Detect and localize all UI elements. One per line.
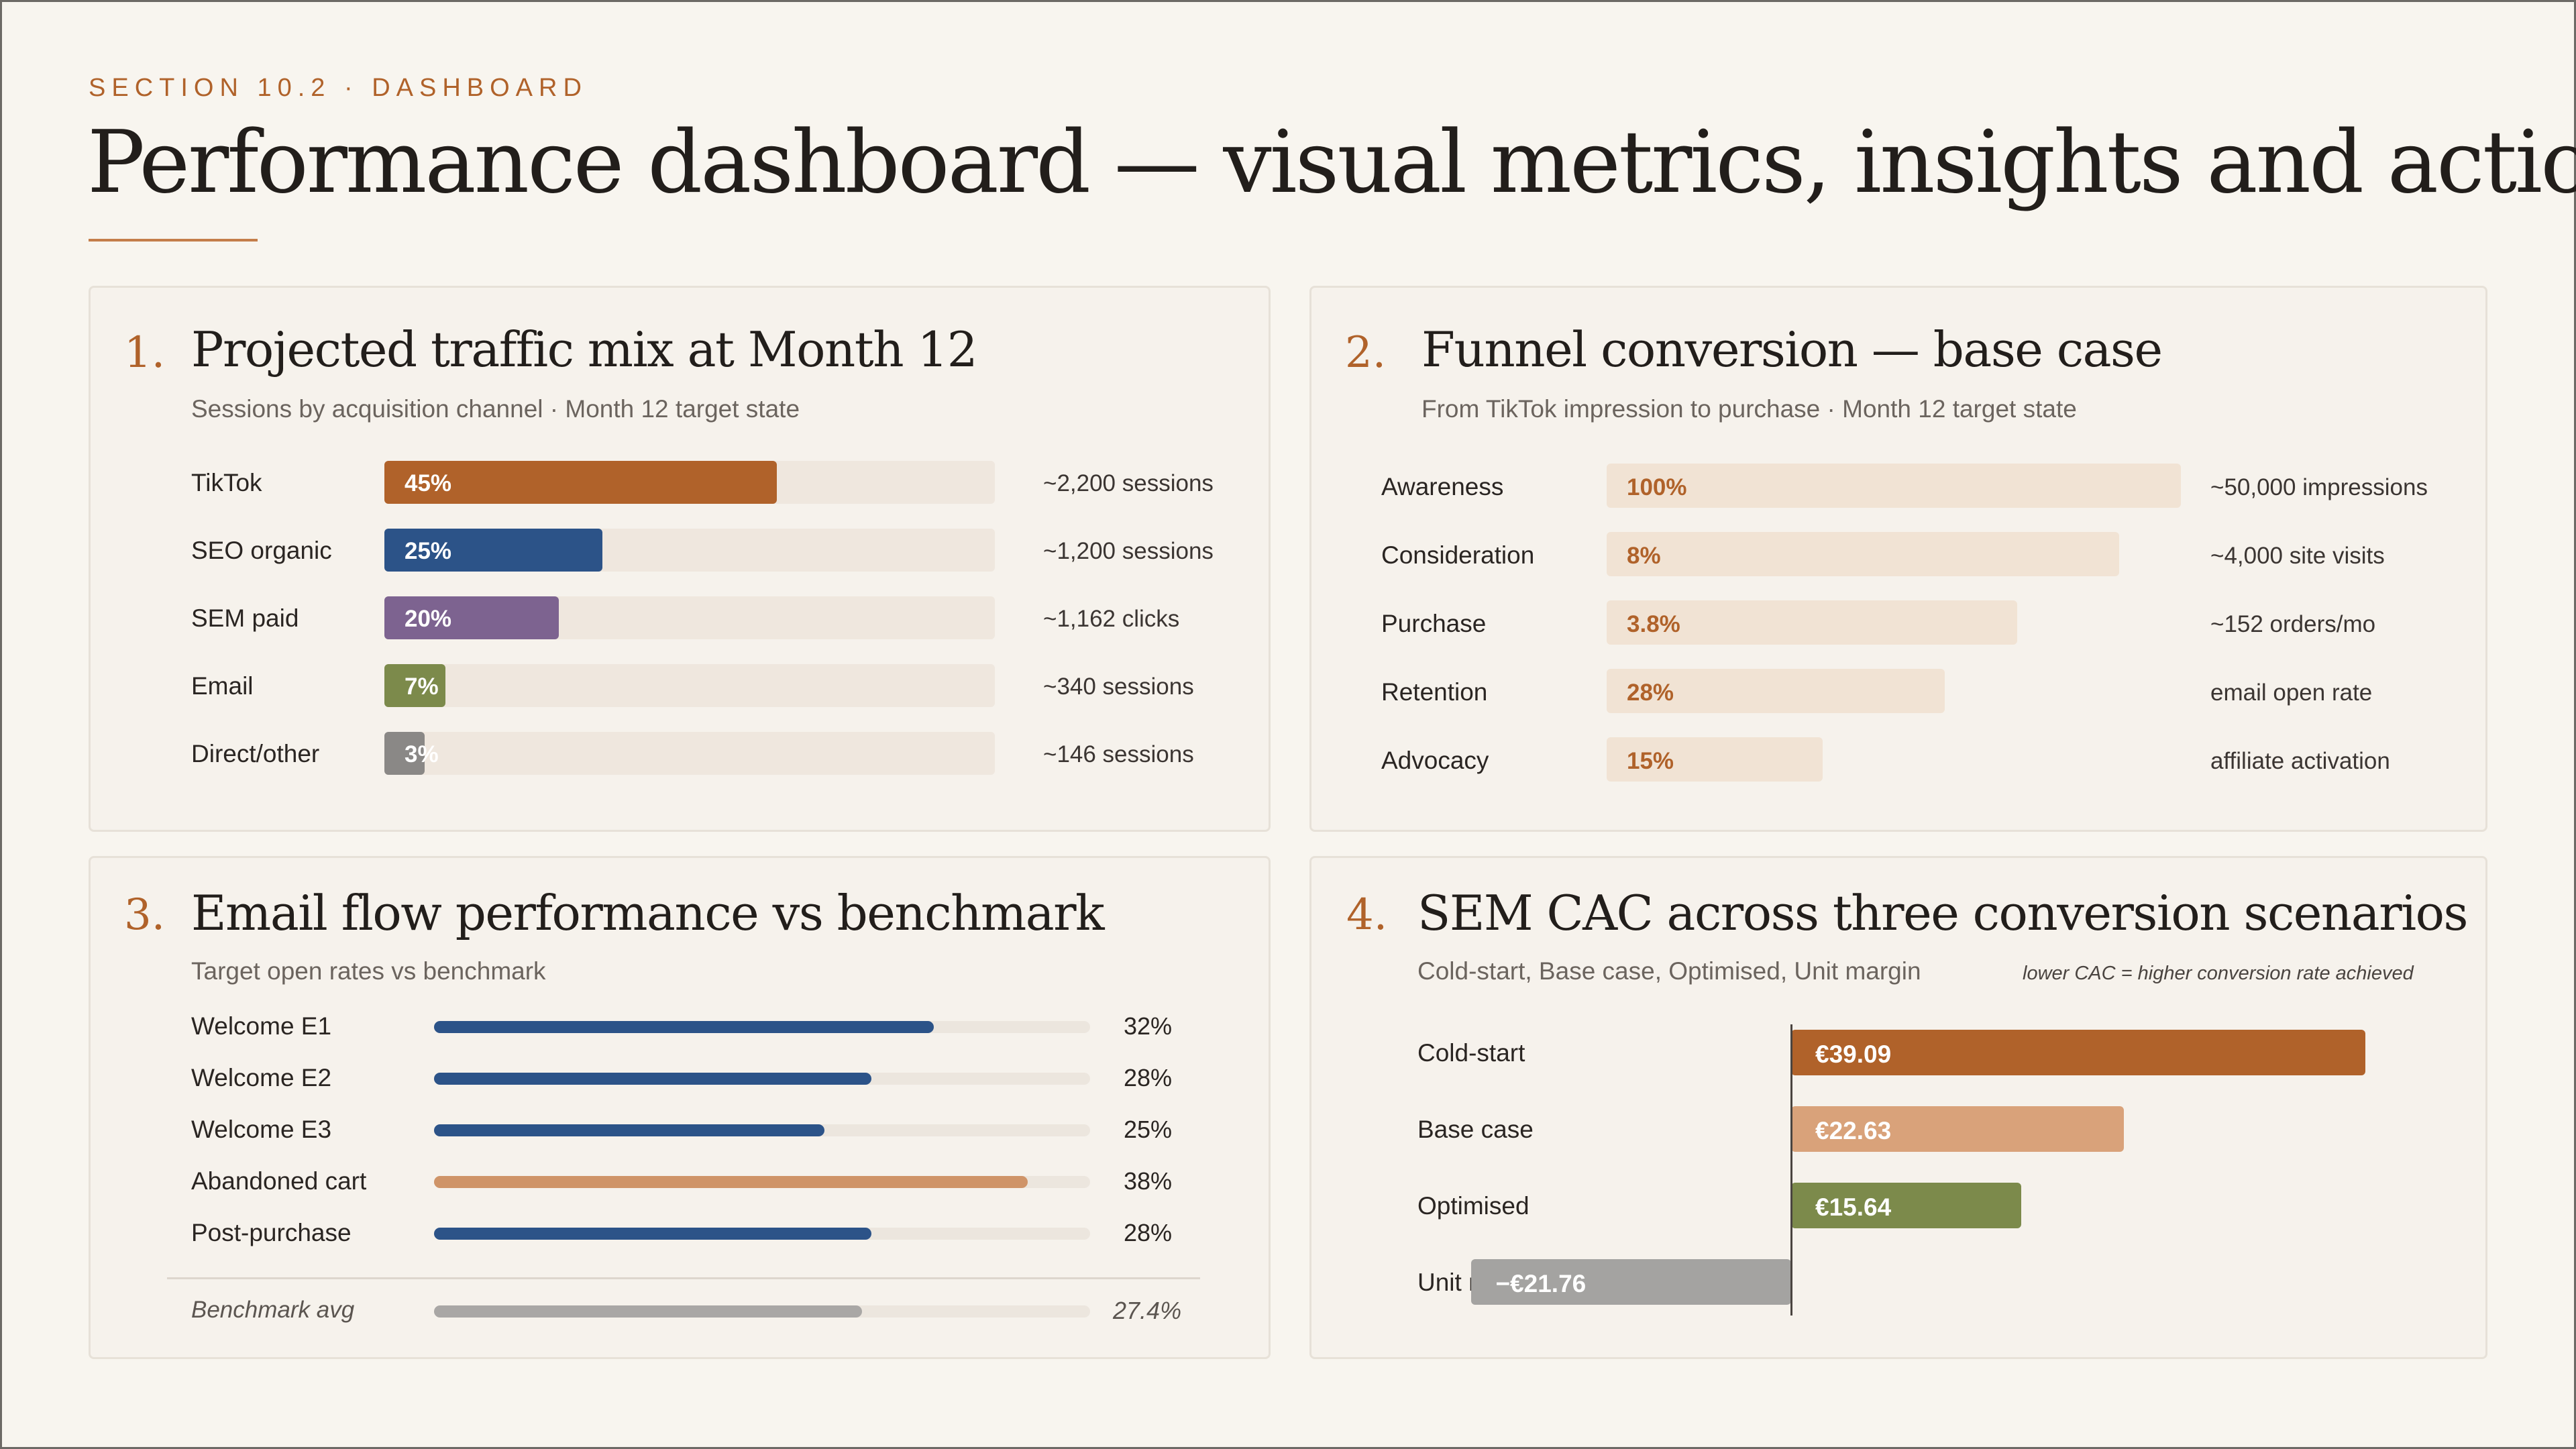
funnel-value-label: 8%: [1627, 543, 1661, 569]
flow-label: Welcome E1: [191, 1012, 332, 1040]
stage-label: Awareness: [1381, 473, 1504, 500]
stage-label: Consideration: [1381, 541, 1535, 569]
bar-value-label: 45%: [405, 470, 452, 496]
bar-value-label: 7%: [405, 674, 439, 700]
benchmark-bar: [434, 1305, 863, 1318]
bar-track: [384, 732, 995, 775]
stage-annotation: email open rate: [2210, 680, 2373, 706]
title-underline: [89, 239, 258, 241]
chart-note: lower CAC = higher conversion rate achie…: [2023, 963, 2414, 984]
stage-annotation: ~50,000 impressions: [2210, 474, 2428, 500]
funnel-value-label: 100%: [1627, 474, 1687, 500]
flow-label: Abandoned cart: [191, 1167, 367, 1195]
funnel-bar: [1607, 737, 1823, 782]
open-rate-bar: [434, 1176, 1028, 1188]
benchmark-divider: [167, 1277, 1200, 1279]
open-rate-value: 25%: [1124, 1116, 1173, 1143]
scenario-label: Optimised: [1417, 1192, 1529, 1220]
cac-value-label: €15.64: [1815, 1193, 1892, 1221]
panel-title: Email flow performance vs benchmark: [191, 885, 1105, 941]
bar-annotation: ~146 sessions: [1043, 741, 1194, 767]
cac-bar: [1791, 1106, 2124, 1152]
bar-annotation: ~1,162 clicks: [1043, 606, 1180, 632]
traffic-mix-panel: 1. Projected traffic mix at Month 12 Ses…: [89, 286, 1271, 832]
scenario-label: Base case: [1417, 1116, 1534, 1143]
cac-value-label: −€21.76: [1495, 1270, 1587, 1297]
stage-label: Retention: [1381, 678, 1488, 706]
stage-annotation: affiliate activation: [2210, 748, 2390, 774]
open-rate-value: 28%: [1124, 1219, 1173, 1246]
email-flow-panel: 3. Email flow performance vs benchmark T…: [89, 856, 1271, 1359]
bar-track: [384, 664, 995, 707]
funnel-bar: [1607, 532, 2119, 576]
open-rate-value: 32%: [1124, 1012, 1173, 1040]
bar-annotation: ~2,200 sessions: [1043, 470, 1214, 496]
bar: [384, 529, 602, 572]
category-label: SEM paid: [191, 604, 299, 632]
flow-label: Welcome E3: [191, 1116, 332, 1143]
panel-number: 3.: [124, 890, 166, 940]
bar-value-label: 20%: [405, 606, 452, 632]
open-rate-bar: [434, 1073, 871, 1085]
open-rate-value: 38%: [1124, 1167, 1173, 1195]
panel-number: 2.: [1345, 328, 1387, 378]
zero-axis: [1790, 1024, 1792, 1316]
benchmark-label: Benchmark avg: [191, 1297, 355, 1323]
bar: [384, 461, 777, 504]
cac-bar: [1471, 1259, 1791, 1305]
stage-annotation: ~152 orders/mo: [2210, 611, 2376, 637]
funnel-bar: [1607, 464, 2181, 508]
open-rate-bar: [434, 1021, 934, 1033]
open-rate-bar: [434, 1228, 871, 1240]
bar-value-label: 25%: [405, 538, 452, 564]
stage-label: Purchase: [1381, 610, 1487, 637]
cac-bar: [1791, 1030, 2366, 1075]
cac-value-label: €22.63: [1815, 1117, 1892, 1144]
category-label: SEO organic: [191, 537, 332, 564]
panel-subtitle: Cold-start, Base case, Optimised, Unit m…: [1417, 957, 1921, 985]
bar: [384, 732, 425, 775]
panel-title: Funnel conversion — base case: [1421, 321, 2163, 378]
category-label: Direct/other: [191, 740, 320, 767]
open-rate-value: 28%: [1124, 1064, 1173, 1091]
panel-number: 1.: [124, 328, 166, 378]
bar-annotation: ~1,200 sessions: [1043, 538, 1214, 564]
funnel-value-label: 3.8%: [1627, 611, 1680, 637]
panel-subtitle: Target open rates vs benchmark: [191, 957, 546, 985]
funnel-value-label: 28%: [1627, 680, 1674, 706]
bar-annotation: ~340 sessions: [1043, 674, 1194, 700]
flow-label: Post-purchase: [191, 1219, 352, 1246]
scenario-label: Cold-start: [1417, 1039, 1525, 1067]
category-label: TikTok: [191, 469, 262, 496]
category-label: Email: [191, 672, 254, 700]
panel-subtitle: From TikTok impression to purchase · Mon…: [1421, 395, 2077, 423]
section-label: SECTION 10.2 · DASHBOARD: [89, 74, 588, 102]
flow-label: Welcome E2: [191, 1064, 332, 1091]
panel-number: 4.: [1346, 890, 1388, 940]
funnel-bar: [1607, 669, 1945, 713]
panel-title: SEM CAC across three conversion scenario…: [1417, 885, 2468, 941]
bar-value-label: 3%: [405, 741, 439, 767]
cac-value-label: €39.09: [1815, 1040, 1892, 1068]
panel-title: Projected traffic mix at Month 12: [191, 321, 978, 378]
cac-bar: [1791, 1183, 2021, 1228]
open-rate-bar: [434, 1124, 825, 1136]
funnel-panel: 2. Funnel conversion — base case From Ti…: [1309, 286, 2487, 832]
bar: [384, 596, 559, 639]
bar: [384, 664, 445, 707]
benchmark-value: 27.4%: [1113, 1297, 1182, 1324]
stage-label: Advocacy: [1381, 747, 1489, 774]
funnel-bar: [1607, 600, 2017, 645]
panel-subtitle: Sessions by acquisition channel · Month …: [191, 395, 800, 423]
stage-annotation: ~4,000 site visits: [2210, 543, 2385, 569]
sem-cac-panel: 4. SEM CAC across three conversion scena…: [1309, 856, 2487, 1359]
funnel-value-label: 15%: [1627, 748, 1674, 774]
page-title: Performance dashboard — visual metrics, …: [87, 113, 2576, 213]
